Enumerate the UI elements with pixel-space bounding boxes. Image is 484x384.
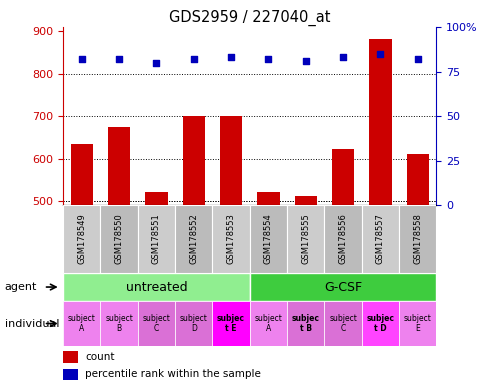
Point [413, 56, 421, 62]
Text: agent: agent [5, 282, 37, 292]
Bar [70, 144, 93, 205]
Bar [63, 273, 249, 301]
Bar [294, 196, 317, 205]
Text: GSM178553: GSM178553 [226, 214, 235, 265]
Text: GSM178554: GSM178554 [263, 214, 272, 265]
Point [77, 56, 85, 62]
Text: GSM178549: GSM178549 [77, 214, 86, 265]
Bar [361, 205, 398, 273]
Bar [137, 301, 175, 346]
Text: subject
E: subject E [403, 314, 431, 333]
Text: subject
D: subject D [180, 314, 207, 333]
Text: GSM178557: GSM178557 [375, 214, 384, 265]
Bar [398, 205, 436, 273]
Bar [324, 205, 361, 273]
Bar [324, 301, 361, 346]
Text: GSM178551: GSM178551 [151, 214, 161, 265]
Bar [287, 301, 324, 346]
Bar [287, 205, 324, 273]
Text: subject
C: subject C [329, 314, 356, 333]
Bar [100, 205, 137, 273]
Text: subject
B: subject B [105, 314, 133, 333]
Bar [249, 301, 287, 346]
Text: subjec
t B: subjec t B [291, 314, 319, 333]
Bar [212, 205, 249, 273]
Bar [137, 205, 175, 273]
Text: subject
C: subject C [142, 314, 170, 333]
Bar [107, 127, 130, 205]
Point [338, 54, 346, 60]
Text: subjec
t E: subjec t E [217, 314, 244, 333]
Text: count: count [85, 352, 115, 362]
Point [301, 58, 309, 64]
Point [115, 56, 122, 62]
Bar [63, 369, 78, 380]
Text: GSM178550: GSM178550 [114, 214, 123, 265]
Text: untreated: untreated [125, 281, 187, 293]
Bar [175, 205, 212, 273]
Bar [257, 192, 279, 205]
Bar [182, 116, 205, 205]
Bar [212, 301, 249, 346]
Bar [398, 301, 436, 346]
Bar [100, 301, 137, 346]
Point [376, 51, 383, 57]
Text: GSM178552: GSM178552 [189, 214, 198, 265]
Bar [63, 301, 100, 346]
Bar [175, 301, 212, 346]
Text: subjec
t D: subjec t D [366, 314, 393, 333]
Bar [249, 205, 287, 273]
Text: GSM178558: GSM178558 [412, 214, 422, 265]
Point [227, 54, 234, 60]
Point [152, 60, 160, 66]
Text: GSM178556: GSM178556 [338, 214, 347, 265]
Text: G-CSF: G-CSF [323, 281, 362, 293]
Text: subject
A: subject A [254, 314, 282, 333]
Title: GDS2959 / 227040_at: GDS2959 / 227040_at [169, 9, 330, 25]
Text: individual: individual [5, 318, 59, 329]
Text: percentile rank within the sample: percentile rank within the sample [85, 369, 261, 379]
Point [189, 56, 197, 62]
Bar [368, 39, 391, 205]
Bar [331, 149, 354, 205]
Bar [219, 116, 242, 205]
Bar [249, 273, 436, 301]
Point [264, 56, 272, 62]
Bar [406, 154, 428, 205]
Bar [361, 301, 398, 346]
Bar [145, 192, 167, 205]
Bar [63, 205, 100, 273]
Bar [63, 351, 78, 363]
Text: GSM178555: GSM178555 [301, 214, 310, 265]
Text: subject
A: subject A [68, 314, 95, 333]
